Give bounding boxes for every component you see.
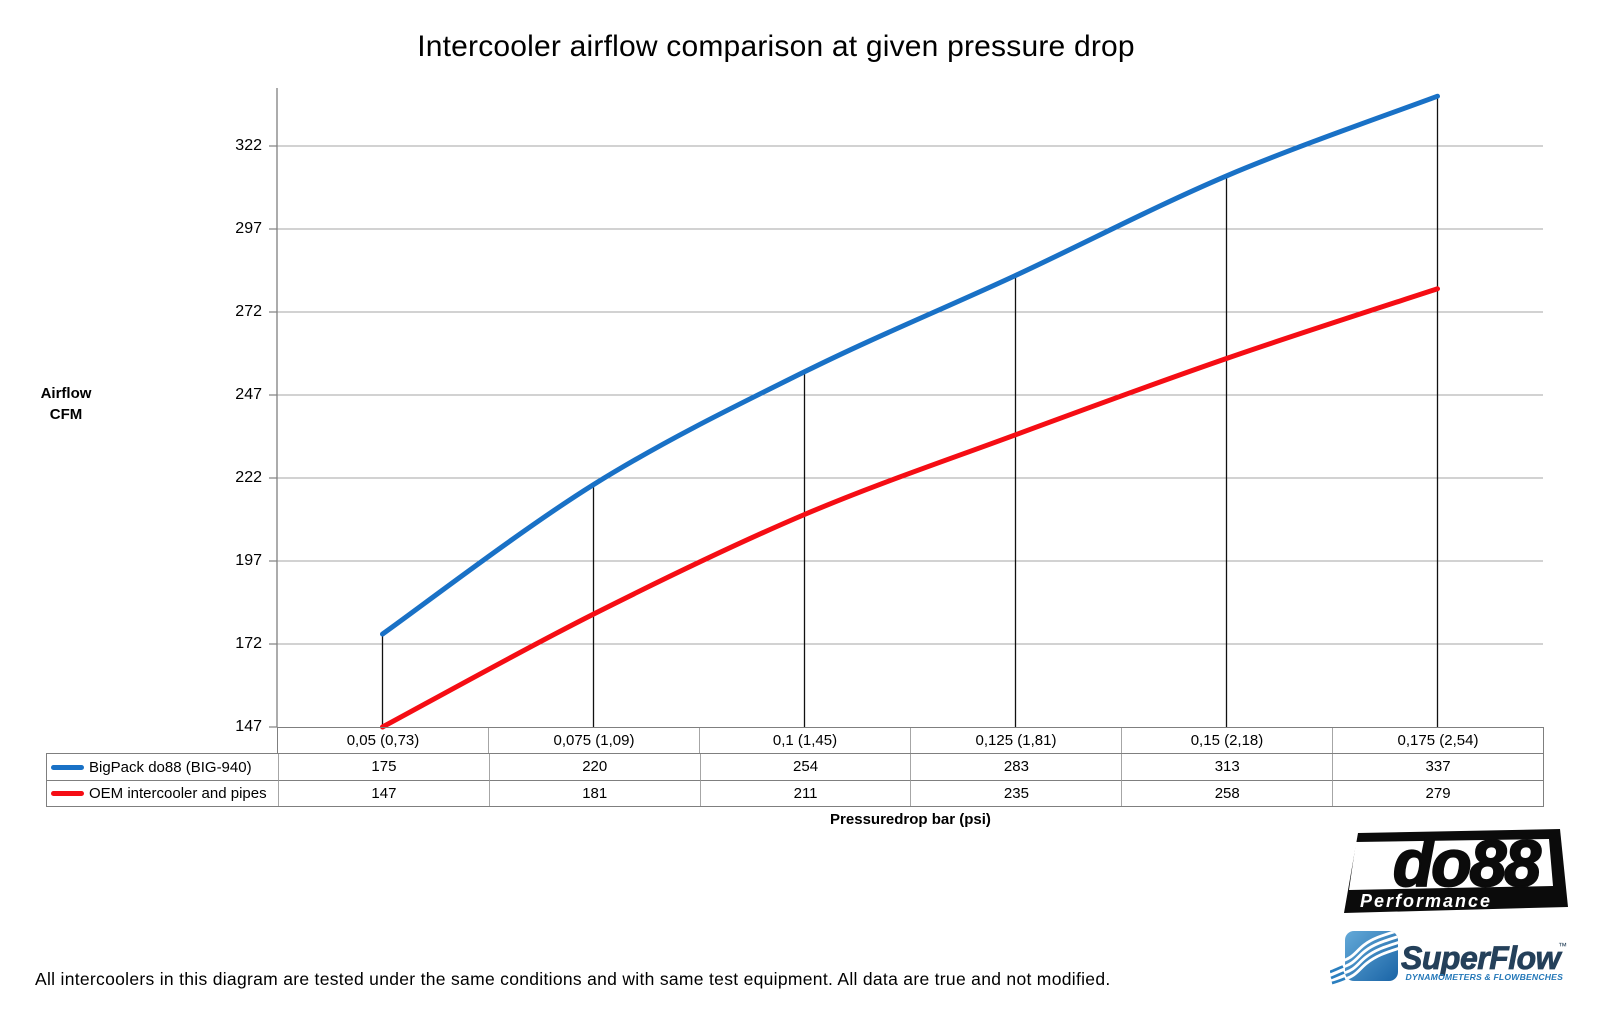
y-axis-tick-label: 222 bbox=[235, 469, 262, 486]
superflow-swoosh-icon bbox=[1345, 931, 1398, 981]
do88-performance-label: Performance bbox=[1360, 891, 1492, 911]
legend-cell: BigPack do88 (BIG-940) bbox=[47, 754, 278, 780]
table-value-cell: 283 bbox=[910, 754, 1121, 780]
y-axis-tick-label: 297 bbox=[235, 220, 262, 237]
y-axis-tick-label: 247 bbox=[235, 386, 262, 403]
table-value-cell: 175 bbox=[278, 754, 489, 780]
table-value-cell: 258 bbox=[1121, 780, 1333, 806]
data-table: BigPack do88 (BIG-940) 175 220 254 283 313 337… bbox=[46, 753, 1544, 807]
do88-wordmark: do88 bbox=[1393, 826, 1541, 900]
table-value-cell: 220 bbox=[488, 754, 700, 780]
table-value-cell: 147 bbox=[278, 780, 489, 806]
legend-line-swatch bbox=[51, 764, 84, 770]
y-axis-title-line1: Airflow bbox=[40, 385, 92, 402]
x-axis-category-label: 0,05 (0,73) bbox=[346, 732, 420, 749]
superflow-logo: SuperFlow ™ DYNAMOMETERS & FLOWBENCHES bbox=[1330, 931, 1567, 985]
legend-series-name: OEM intercooler and pipes bbox=[89, 785, 267, 802]
do88-logo-inner bbox=[1349, 839, 1553, 890]
table-value-cell: 235 bbox=[910, 780, 1122, 806]
disclaimer-text: All intercoolers in this diagram are tes… bbox=[35, 969, 1111, 989]
superflow-swoosh-waves bbox=[1345, 931, 1398, 981]
table-value-cell: 254 bbox=[699, 754, 911, 780]
y-axis-tick-label: 172 bbox=[235, 635, 262, 652]
x-axis-category-label: 0,15 (2,18) bbox=[1121, 728, 1332, 753]
table-value-cell: 211 bbox=[699, 780, 911, 806]
legend-series-name: BigPack do88 (BIG-940) bbox=[89, 758, 252, 776]
x-axis-category-label: 0,1 (1,45) bbox=[699, 728, 910, 753]
legend-line-swatch bbox=[51, 791, 84, 796]
x-axis-title: Pressuredrop bar (psi) bbox=[830, 811, 991, 828]
table-value-cell: 279 bbox=[1332, 780, 1543, 806]
superflow-swoosh-tails bbox=[1330, 965, 1346, 985]
superflow-trademark: ™ bbox=[1558, 941, 1567, 951]
superflow-wordmark: SuperFlow bbox=[1401, 940, 1563, 976]
y-axis-tick-label: 322 bbox=[235, 137, 262, 154]
y-axis-title-line2: CFM bbox=[49, 406, 83, 423]
y-axis-tick-label: 272 bbox=[235, 303, 262, 320]
table-value-cell: 181 bbox=[488, 780, 700, 806]
do88-logo: do88 Performance bbox=[1344, 825, 1568, 913]
legend-cell: OEM intercooler and pipes bbox=[47, 780, 278, 806]
x-axis-category-label: 0,075 (1,09) bbox=[488, 728, 699, 753]
y-axis-title: Airflow CFM bbox=[24, 383, 108, 425]
series-line-oem-intercooler-and-pipes bbox=[380, 286, 1440, 730]
table-value-cell: 313 bbox=[1121, 754, 1332, 780]
x-axis-category-row: 0,05 (0,73) 0,075 (1,09) 0,1 (1,45) 0,125 (… bbox=[277, 727, 1544, 754]
table-value-cell: 337 bbox=[1332, 754, 1543, 780]
y-axis-tick-label: 197 bbox=[235, 552, 262, 569]
y-axis-tick-label: 147 bbox=[235, 718, 262, 735]
series-line-bigpack-do88-big-940- bbox=[380, 93, 1440, 637]
superflow-subtitle: DYNAMOMETERS & FLOWBENCHES bbox=[1406, 972, 1564, 982]
x-axis-category-label: 0,175 (2,54) bbox=[1332, 728, 1543, 753]
x-axis-category-label: 0,125 (1,81) bbox=[910, 728, 1121, 753]
chart-title: Intercooler airflow comparison at given … bbox=[417, 30, 1135, 63]
